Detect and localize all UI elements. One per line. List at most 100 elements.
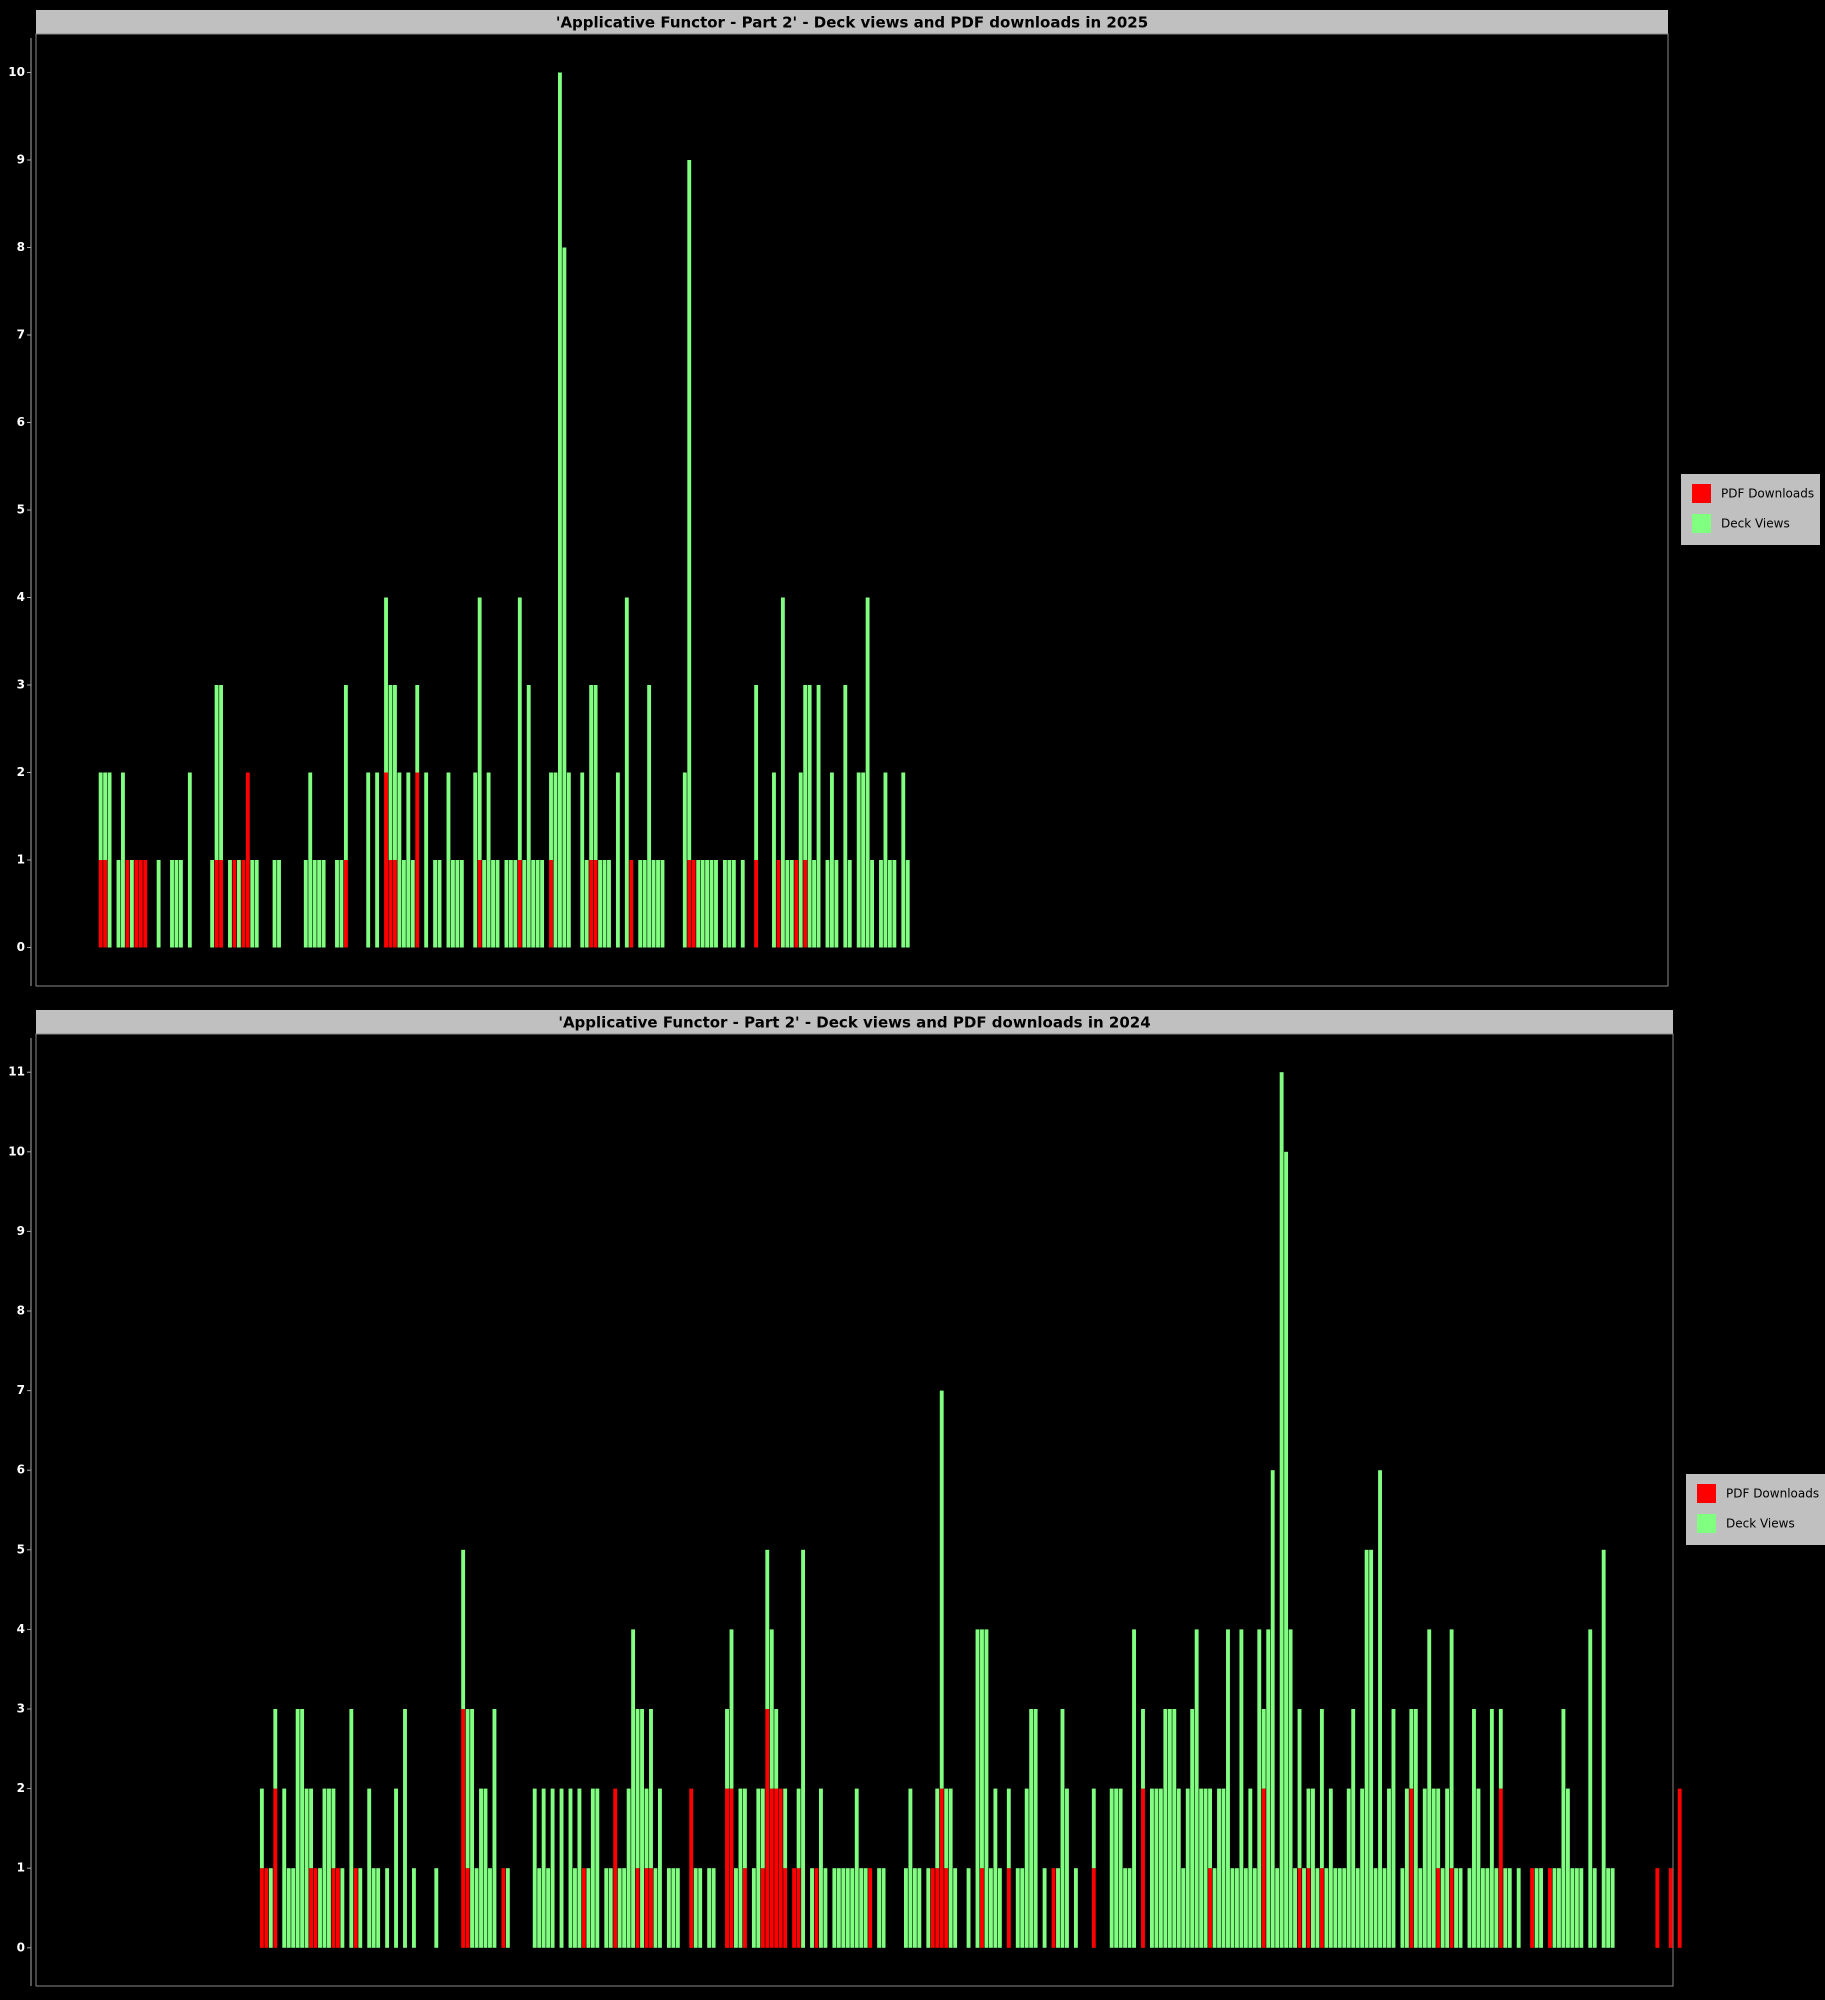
bar-segment [1257, 1629, 1262, 1948]
bar-segment [642, 860, 647, 948]
bar-segment [410, 860, 415, 948]
bar-segment [624, 597, 629, 948]
bar-segment [272, 860, 277, 948]
bar-segment [1212, 1868, 1217, 1948]
bar-segment [881, 1868, 886, 1948]
bar-segment [1306, 1788, 1311, 1869]
bar-segment [214, 685, 219, 860]
bar-segment [908, 1788, 913, 1948]
bar-segment [727, 860, 732, 948]
bar-segment [731, 860, 736, 948]
bar-segment [622, 1868, 627, 1948]
bar-segment [170, 860, 174, 948]
bar-segment [1114, 1788, 1119, 1948]
bar-segment [1422, 1788, 1427, 1948]
bar-segment [1467, 1868, 1472, 1948]
bar-segment [1123, 1868, 1128, 1948]
bar-segment [491, 860, 495, 948]
bar-segment [376, 1868, 381, 1948]
bar-segment [742, 1788, 747, 1869]
bar-segment [1252, 1868, 1257, 1948]
bar-segment [1606, 1868, 1611, 1948]
bar-segment [734, 1868, 738, 1948]
bar-segment [1091, 1788, 1096, 1869]
bar-segment [635, 1868, 640, 1948]
bar-segment [725, 1788, 729, 1948]
bar-segment [1270, 1470, 1275, 1948]
bar-segment [647, 685, 652, 948]
bar-segment [553, 772, 558, 948]
legend-swatch [1692, 514, 1711, 533]
bar-segment [816, 685, 821, 948]
bar-segment [1163, 1708, 1168, 1948]
bar-segment [1472, 1708, 1476, 1948]
bar-segment [1485, 1868, 1490, 1948]
legend-swatch [1697, 1484, 1716, 1503]
bar-segment [836, 1868, 841, 1948]
bar-segment [375, 772, 380, 948]
bar-segment [495, 860, 500, 948]
bar-segment [975, 1629, 980, 1948]
bar-segment [593, 685, 598, 860]
bar-segment [1561, 1708, 1566, 1948]
bar-segment [415, 685, 420, 773]
bar-segment [796, 1788, 801, 1869]
bar-segment [388, 685, 393, 860]
bar-segment [303, 860, 308, 948]
bar-segment [1588, 1629, 1593, 1948]
bar-segment [774, 1788, 779, 1948]
bar-segment [580, 772, 585, 948]
bar-segment [535, 860, 540, 948]
bar-segment [1199, 1788, 1204, 1948]
bar-segment [488, 1868, 492, 1948]
bar-segment [581, 1868, 586, 1948]
bar-segment [321, 860, 326, 948]
bar-segment [887, 860, 892, 948]
bar-segment [1319, 1868, 1324, 1948]
bar-segment [1006, 1868, 1011, 1948]
bar-segment [789, 860, 794, 948]
bar-segment [1503, 1868, 1508, 1948]
bar-segment [870, 860, 874, 948]
bar-segment [892, 860, 897, 948]
bar-segment [590, 1788, 595, 1948]
bar-segment [1458, 1868, 1463, 1948]
bar-segment [1570, 1868, 1575, 1948]
bar-segment [219, 685, 223, 860]
chart-title: 'Applicative Functor - Part 2' - Deck vi… [556, 14, 1148, 32]
y-tick-label: 10 [8, 65, 25, 79]
bar-segment [1440, 1868, 1445, 1948]
bar-segment [598, 860, 602, 948]
bar-segment [492, 1708, 497, 1948]
bar-segment [393, 860, 397, 948]
bar-segment [769, 1629, 774, 1789]
bar-segment [1248, 1788, 1253, 1948]
bar-segment [868, 1868, 873, 1948]
bar-segment [1516, 1868, 1521, 1948]
bar-segment [327, 1788, 331, 1948]
bar-segment [765, 1549, 770, 1709]
bar-segment [309, 1868, 314, 1948]
bar-segment [729, 1788, 734, 1948]
bar-segment [653, 1868, 658, 1948]
bar-segment [1065, 1788, 1069, 1948]
bar-segment [437, 860, 442, 948]
bar-segment [388, 860, 393, 948]
bar-segment [470, 1708, 475, 1948]
bar-segment [644, 1788, 649, 1869]
bar-segment [1557, 1868, 1561, 1948]
bar-segment [689, 1788, 694, 1948]
bar-segment [424, 772, 429, 948]
bar-segment [477, 860, 482, 948]
bar-segment [666, 1868, 671, 1948]
bar-segment [711, 1868, 716, 1948]
bar-segment [714, 860, 718, 948]
bar-segment [863, 1868, 868, 1948]
bar-segment [335, 1868, 340, 1948]
bar-segment [577, 1788, 582, 1948]
legend-swatch [1692, 484, 1711, 503]
bar-segment [282, 1788, 287, 1948]
y-tick-label: 7 [17, 328, 25, 342]
bar-segment [1266, 1629, 1271, 1948]
bar-segment [540, 860, 545, 948]
